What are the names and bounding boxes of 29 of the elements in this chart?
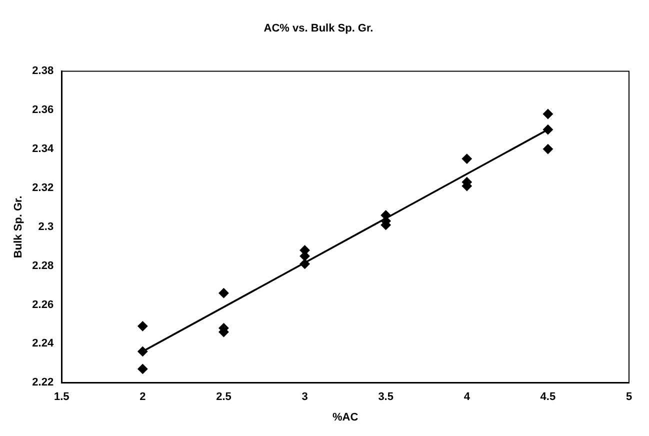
point [542,144,553,154]
y-tick-label: 2.26 [32,298,54,311]
x-tick-label: 4 [464,391,471,404]
point [138,346,148,356]
point [462,154,472,164]
x-tick-label: 4.5 [540,391,556,404]
x-tick-label: 5 [626,391,632,404]
y-tick-label: 2.28 [32,260,54,272]
y-tick-label: 2.32 [32,182,54,194]
y-tick-label: 2.22 [32,376,54,389]
x-tick-label: 2.5 [216,391,232,404]
x-tick-label: 3.5 [378,391,394,404]
point [542,124,553,135]
x-axis-title: %AC [332,411,358,424]
y-tick-label: 2.38 [32,65,54,78]
point [218,288,229,298]
y-tick-label: 2.34 [32,143,54,156]
y-tick-label: 2.24 [32,338,54,350]
point [542,109,553,120]
point [138,364,148,374]
y-tick-label: 2.36 [32,104,54,116]
x-tick-label: 1.5 [54,391,70,404]
x-tick-label: 2 [140,391,146,404]
point [138,321,148,332]
y-axis-title: Bulk Sp. Gr. [12,196,25,258]
y-tick-label: 2.3 [38,220,54,233]
x-tick-label: 3 [302,391,308,404]
point [300,258,310,269]
chart-title: AC% vs. Bulk Sp. Gr. [264,22,374,35]
